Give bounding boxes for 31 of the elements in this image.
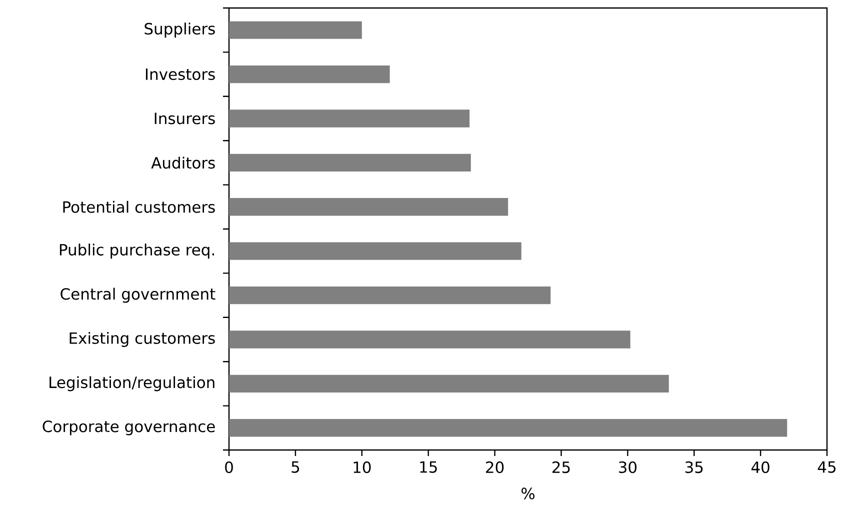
x-tick-label: 0: [225, 461, 233, 474]
y-tick-label: Investors: [146, 68, 215, 80]
bar: [229, 65, 390, 84]
y-tick-label: Auditors: [151, 156, 215, 169]
y-tick-label: Public purchase req.: [60, 244, 214, 259]
y-tick-label: Central government: [60, 288, 216, 303]
bar: [229, 374, 669, 393]
bar: [229, 198, 508, 216]
x-tick-label: 20: [486, 461, 504, 474]
y-tick-label: Suppliers: [144, 22, 215, 38]
bar: [229, 286, 551, 304]
x-tick-label: 40: [751, 461, 770, 474]
x-tick-label: 25: [552, 461, 570, 474]
y-tick-label: Legislation/regulation: [50, 376, 214, 392]
x-tick-label: 45: [818, 461, 836, 473]
bar: [229, 110, 470, 128]
bar: [229, 154, 471, 172]
x-tick-label: 30: [618, 461, 636, 474]
y-tick-label: Corporate governance: [42, 420, 215, 436]
x-tick-label: 15: [420, 461, 437, 473]
y-tick-label: Existing customers: [70, 332, 215, 347]
bar: [229, 419, 788, 437]
bar: [229, 21, 362, 39]
y-tick-label: Insurers: [154, 112, 215, 124]
x-tick-label: 5: [292, 461, 300, 473]
y-tick-label: Potential customers: [63, 200, 215, 213]
x-axis-title: %: [522, 488, 534, 500]
x-tick-label: 10: [354, 461, 371, 474]
bar: [229, 242, 522, 260]
bar: [229, 330, 630, 348]
x-tick-label: 35: [685, 461, 703, 474]
